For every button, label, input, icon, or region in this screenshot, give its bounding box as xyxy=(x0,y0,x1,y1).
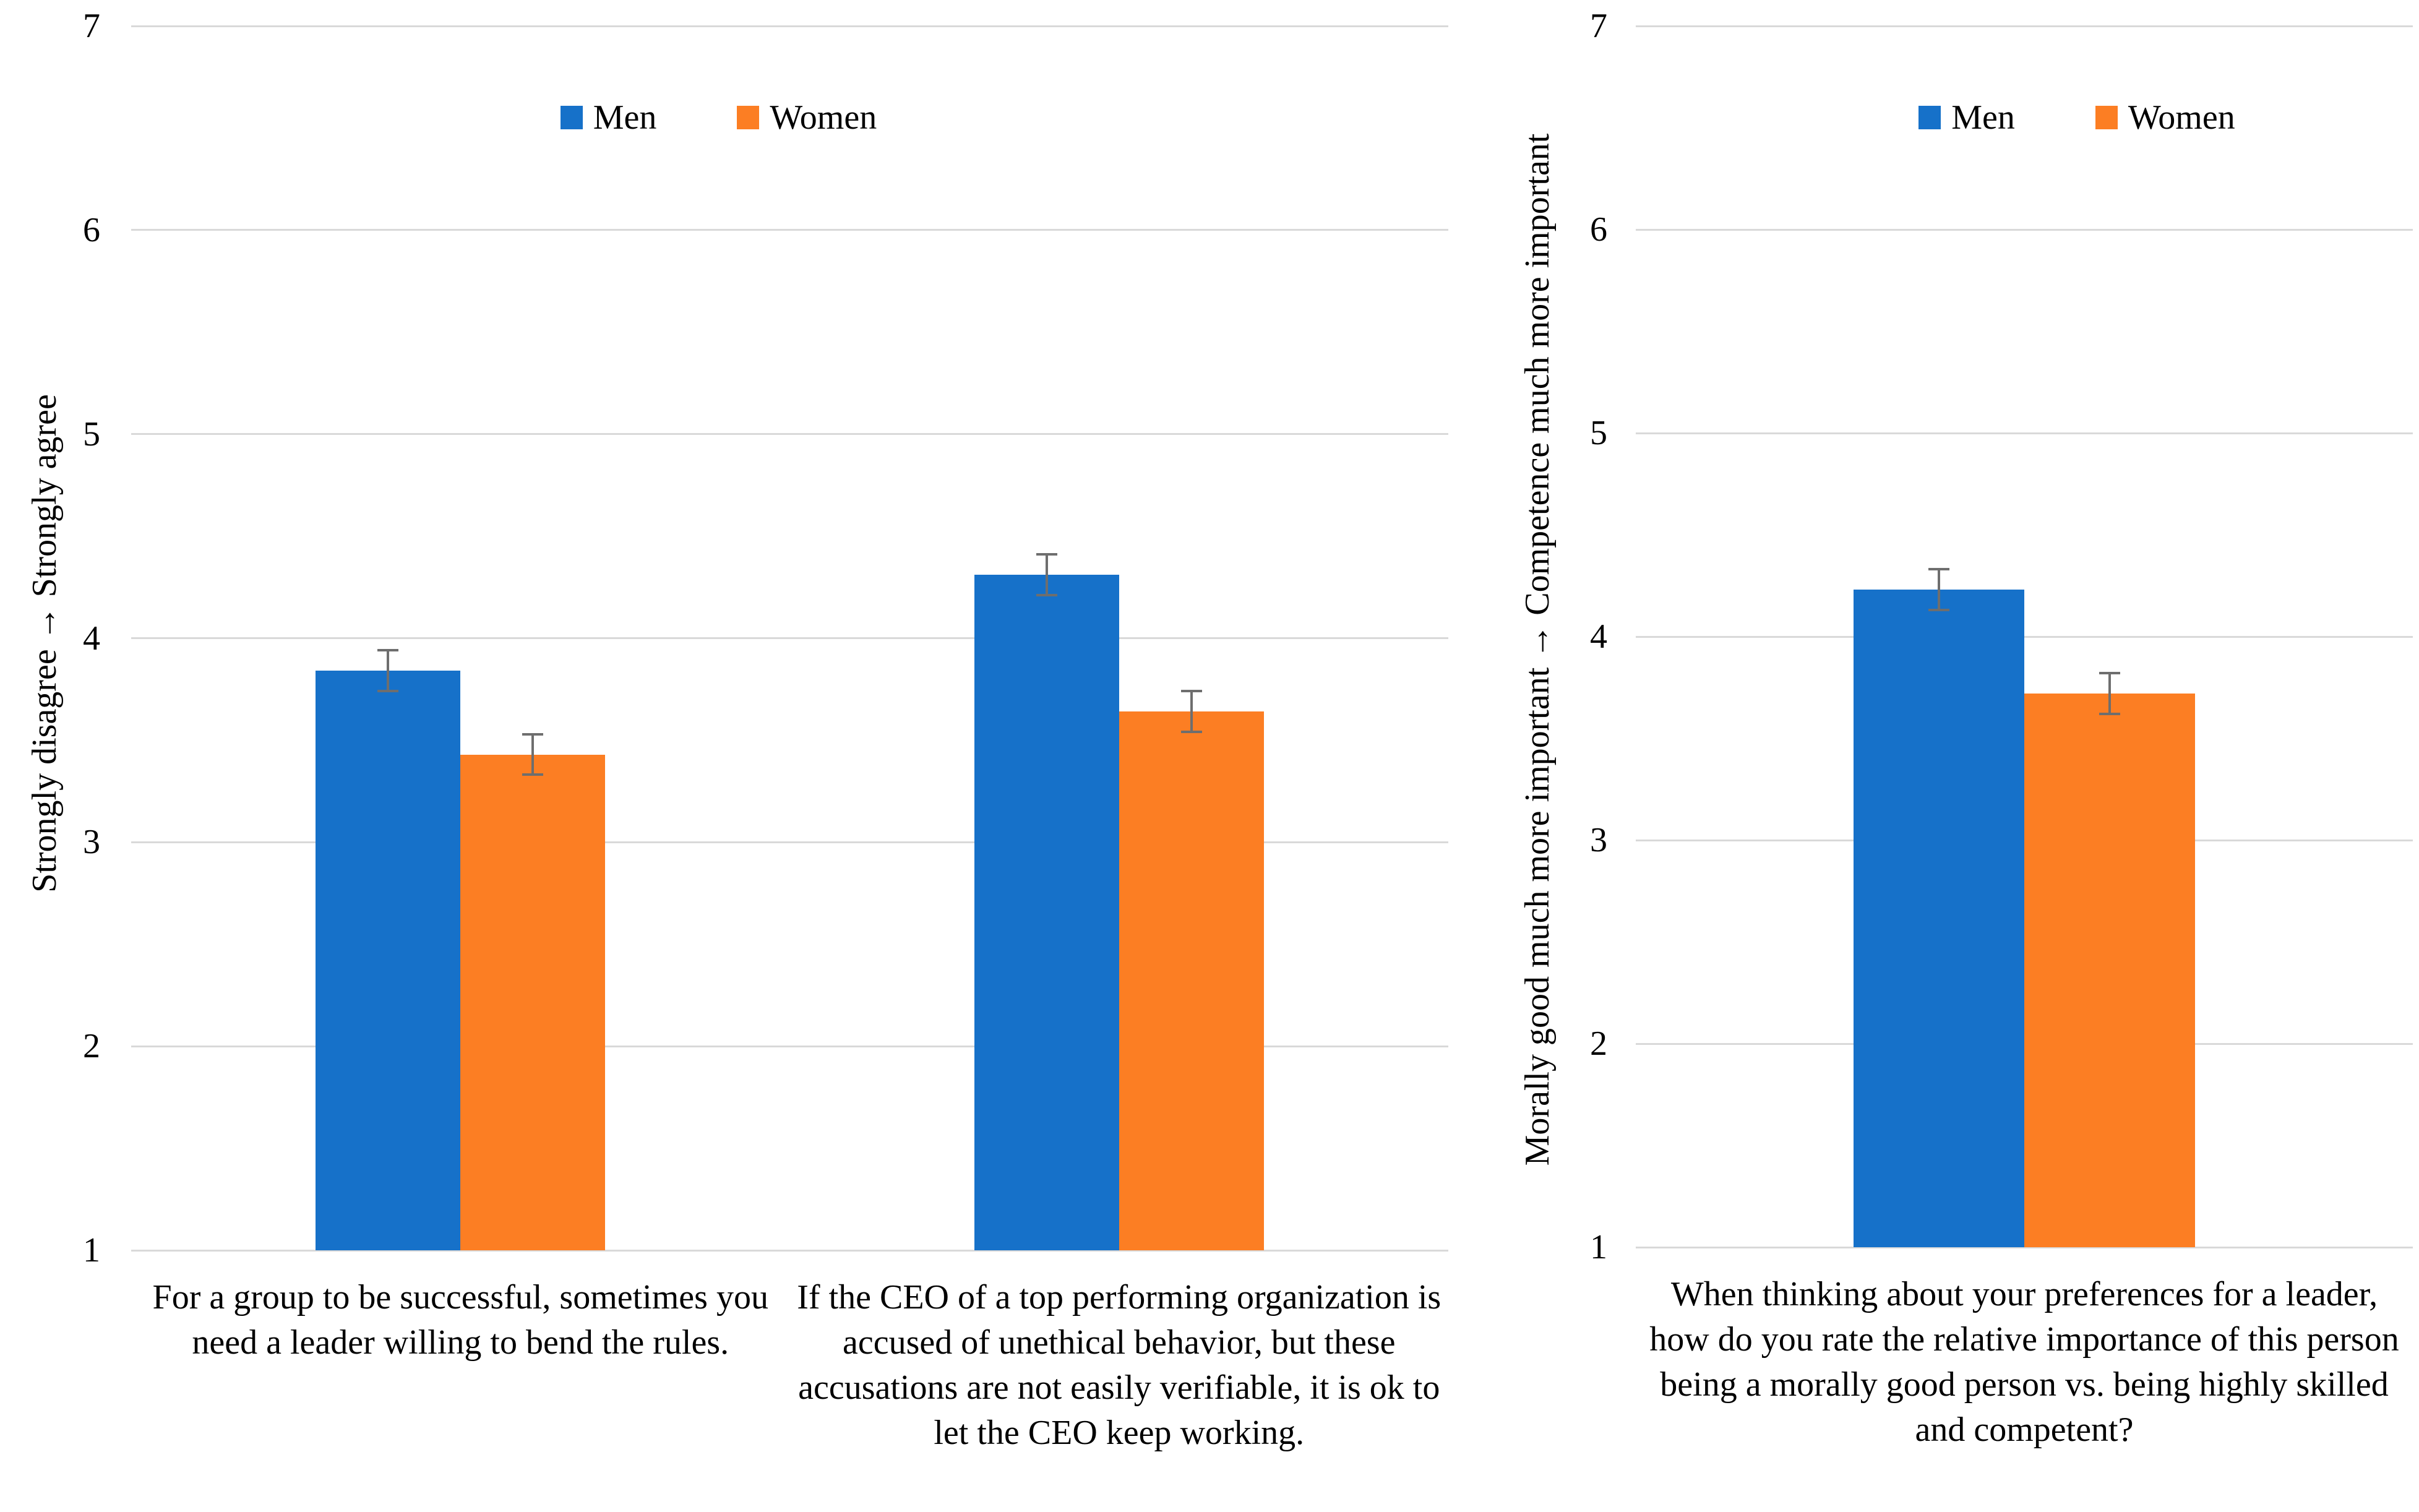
y-tick-label: 2 xyxy=(1590,1024,1607,1063)
y-tick-label: 4 xyxy=(83,619,100,658)
error-bar-cap-bottom xyxy=(1036,594,1057,597)
error-bar-cap-top xyxy=(1928,568,1949,571)
error-bar-cap-bottom xyxy=(1180,731,1202,734)
gridline xyxy=(1636,1246,2413,1248)
y-tick-label: 1 xyxy=(1590,1228,1607,1266)
y-tick-label: 6 xyxy=(83,210,100,249)
error-bar xyxy=(387,650,390,692)
error-bar-cap-top xyxy=(1180,690,1202,693)
error-bar xyxy=(1045,554,1048,596)
y-tick-label: 3 xyxy=(83,823,100,862)
y-tick-label: 5 xyxy=(83,415,100,453)
gridline xyxy=(131,637,1448,639)
error-bar xyxy=(1190,691,1193,732)
legend-label-men: Men xyxy=(593,98,657,137)
legend: Men Women xyxy=(1688,93,2419,142)
gridline xyxy=(1636,635,2413,638)
gridline xyxy=(1636,25,2413,27)
gridline xyxy=(131,841,1448,843)
bar-women xyxy=(2024,694,2196,1247)
bar-men xyxy=(974,575,1119,1250)
legend-item-women: Women xyxy=(737,100,877,135)
gridline xyxy=(131,433,1448,436)
gridline xyxy=(131,229,1448,231)
y-tick-label: 2 xyxy=(83,1027,100,1066)
legend-label-women: Women xyxy=(770,98,877,137)
y-tick-label: 6 xyxy=(1590,210,1607,249)
y-tick-label: 1 xyxy=(83,1231,100,1269)
y-tick-label: 7 xyxy=(83,7,100,45)
error-bar-cap-top xyxy=(1036,553,1057,556)
legend-item-men: Men xyxy=(560,98,657,137)
legend: Men Women xyxy=(60,93,1377,142)
error-bar xyxy=(2108,673,2112,715)
gridline xyxy=(131,1249,1448,1252)
legend-label-women: Women xyxy=(2128,98,2235,137)
y-tick-label: 3 xyxy=(1590,821,1607,859)
legend-swatch-women xyxy=(737,106,760,129)
error-bar-cap-top xyxy=(522,732,544,736)
gridline xyxy=(131,1045,1448,1047)
legend-swatch-women xyxy=(2095,106,2118,129)
y-tick-label: 5 xyxy=(1590,414,1607,452)
gridline xyxy=(1636,432,2413,434)
category-label: If the CEO of a top performing organizat… xyxy=(797,1278,1442,1452)
error-bar-cap-bottom xyxy=(1928,609,1949,612)
legend-swatch-men xyxy=(1918,106,1941,129)
legend-item-women: Women xyxy=(2095,100,2235,135)
bar-men xyxy=(1853,590,2024,1247)
bar-men xyxy=(316,671,461,1250)
error-bar-cap-bottom xyxy=(522,773,544,776)
legend-swatch-men xyxy=(560,106,583,129)
category-label: When thinking about your preferences for… xyxy=(1649,1275,2399,1449)
bar-women xyxy=(460,754,606,1250)
gridline xyxy=(1636,228,2413,231)
category-label: For a group to be successful, sometimes … xyxy=(152,1278,768,1362)
error-bar-cap-top xyxy=(2099,672,2121,675)
legend-label-men: Men xyxy=(1951,98,2015,137)
legend-item-men: Men xyxy=(1918,100,2015,135)
error-bar-cap-bottom xyxy=(2099,713,2121,716)
error-bar-cap-top xyxy=(377,649,399,652)
gridline xyxy=(131,25,1448,27)
left-bar-chart: Strongly disagree → Strongly agree Men Wo… xyxy=(25,7,1448,1452)
y-tick-label: 7 xyxy=(1590,7,1607,45)
error-bar xyxy=(1937,569,1940,611)
error-bar xyxy=(531,734,535,775)
right-bar-chart: Morally good much more important → Compe… xyxy=(1460,0,2419,1512)
error-bar-cap-bottom xyxy=(377,690,399,693)
y-tick-label: 4 xyxy=(1590,617,1607,656)
bar-women xyxy=(1119,711,1264,1250)
